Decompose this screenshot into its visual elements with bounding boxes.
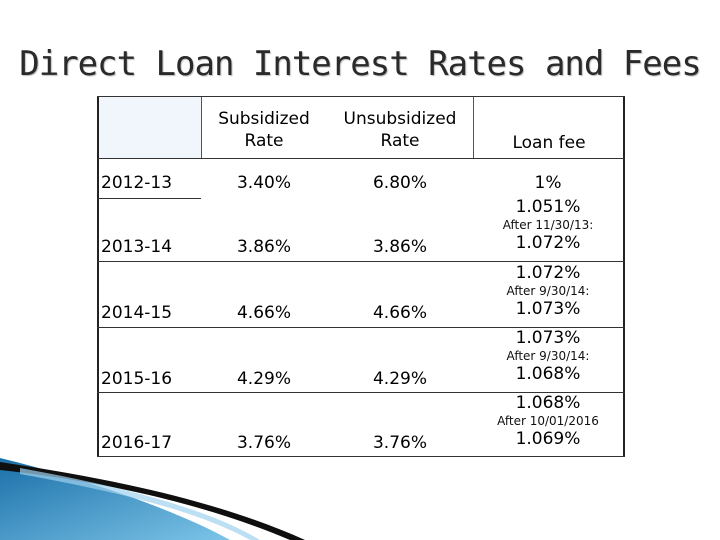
year-cell: 2012-13 [101, 173, 173, 193]
year-cell: 2015-16 [101, 369, 173, 389]
subsidized-rate-cell: 3.76% [236, 433, 291, 453]
unsubsidized-rate-cell: 3.86% [372, 237, 427, 257]
loan-fee-cell: 1.051% After 11/30/13: 1.072% [502, 197, 594, 253]
row-divider [97, 261, 625, 262]
subsidized-rate-cell: 4.29% [236, 369, 291, 389]
year-cell: 2013-14 [101, 237, 173, 257]
row-divider [97, 392, 625, 393]
header-loan-fee: Loan fee [512, 133, 586, 153]
header-divider [473, 96, 474, 158]
decorative-swoosh [0, 458, 305, 540]
loan-fee-cell: 1.072% After 9/30/14: 1.073% [506, 263, 590, 319]
subsidized-rate-cell: 4.66% [236, 303, 291, 323]
table-top-border [97, 96, 625, 97]
table-right-border [623, 96, 625, 456]
rates-table: Subsidized Rate Unsubsidized Rate Loan f… [97, 96, 625, 457]
table-bottom-border [97, 456, 625, 457]
table-left-border [97, 96, 99, 456]
unsubsidized-rate-cell: 3.76% [372, 433, 427, 453]
header-unsubsidized: Unsubsidized Rate [343, 109, 457, 151]
unsubsidized-rate-cell: 4.29% [372, 369, 427, 389]
unsubsidized-rate-cell: 4.66% [372, 303, 427, 323]
row-divider [97, 158, 625, 159]
page-title: Direct Loan Interest Rates and Fees [19, 44, 701, 84]
year-cell: 2014-15 [101, 303, 173, 323]
header-subsidized: Subsidized Rate [218, 109, 310, 151]
header-corner [97, 96, 201, 158]
year-cell: 2016-17 [101, 433, 173, 453]
subsidized-rate-cell: 3.40% [236, 173, 291, 193]
loan-fee-cell: 1.073% After 9/30/14: 1.068% [506, 328, 590, 384]
row-divider [97, 327, 625, 328]
subsidized-rate-cell: 3.86% [236, 237, 291, 257]
loan-fee-cell: 1% [534, 173, 562, 193]
loan-fee-cell: 1.068% After 10/01/2016 1.069% [497, 393, 599, 449]
row-divider [97, 198, 201, 199]
header-divider [201, 96, 202, 158]
unsubsidized-rate-cell: 6.80% [372, 173, 427, 193]
